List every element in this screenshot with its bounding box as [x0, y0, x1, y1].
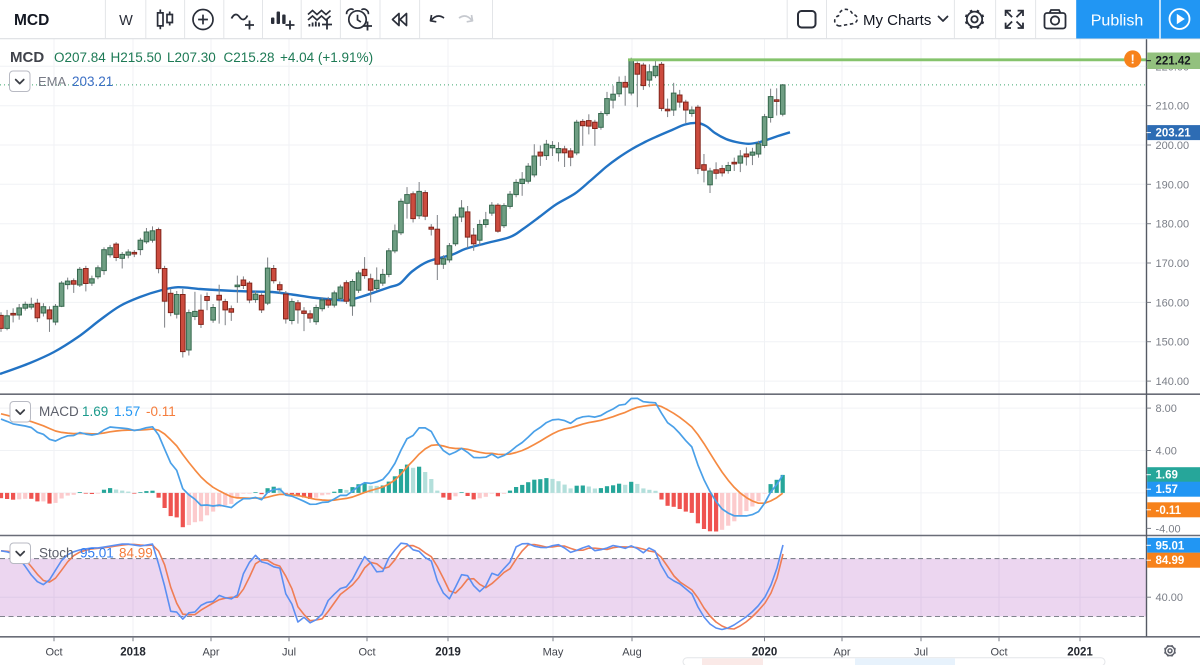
- svg-text:2019: 2019: [435, 647, 461, 659]
- svg-text:203.21: 203.21: [72, 74, 113, 89]
- svg-text:1.69: 1.69: [82, 404, 108, 419]
- svg-text:Jul: Jul: [914, 647, 928, 659]
- svg-text:MCD: MCD: [14, 12, 49, 29]
- svg-text:Oct: Oct: [358, 647, 375, 659]
- svg-text:Publish: Publish: [1091, 13, 1143, 30]
- svg-text:40.00: 40.00: [1156, 592, 1184, 604]
- svg-text:W: W: [119, 13, 133, 29]
- svg-text:My Charts: My Charts: [863, 12, 931, 29]
- svg-text:200.00: 200.00: [1156, 140, 1190, 152]
- svg-text:1.69: 1.69: [1156, 470, 1178, 482]
- svg-text:Stoch: Stoch: [39, 546, 74, 561]
- svg-text:1.57: 1.57: [114, 404, 140, 419]
- svg-text:-0.11: -0.11: [146, 404, 176, 419]
- svg-text:Oct: Oct: [990, 647, 1007, 659]
- svg-text:-4.00: -4.00: [1156, 523, 1181, 535]
- svg-text:84.99: 84.99: [1156, 555, 1185, 567]
- svg-text:MCD: MCD: [10, 49, 44, 66]
- svg-text:EMA: EMA: [38, 74, 67, 89]
- svg-text:170.00: 170.00: [1156, 258, 1190, 270]
- svg-text:O207.84: O207.84: [54, 50, 106, 65]
- svg-text:8.00: 8.00: [1156, 403, 1177, 415]
- svg-text:150.00: 150.00: [1156, 337, 1190, 349]
- svg-text:2021: 2021: [1067, 647, 1093, 659]
- svg-text:203.21: 203.21: [1156, 128, 1192, 140]
- svg-text:95.01: 95.01: [1156, 540, 1185, 552]
- svg-text:140.00: 140.00: [1156, 376, 1190, 388]
- svg-text:2018: 2018: [120, 647, 146, 659]
- svg-text:180.00: 180.00: [1156, 219, 1190, 231]
- svg-text:MACD: MACD: [39, 404, 79, 419]
- svg-text:Oct: Oct: [45, 647, 62, 659]
- svg-text:4.00: 4.00: [1156, 446, 1177, 458]
- svg-text:221.42: 221.42: [1156, 56, 1191, 68]
- svg-text:+4.04 (+1.91%): +4.04 (+1.91%): [280, 50, 373, 65]
- svg-text:2020: 2020: [752, 647, 778, 659]
- svg-text:160.00: 160.00: [1156, 297, 1190, 309]
- svg-text:C215.28: C215.28: [224, 50, 275, 65]
- svg-text:-0.11: -0.11: [1156, 505, 1182, 517]
- svg-text:1.57: 1.57: [1156, 484, 1178, 496]
- svg-text:210.00: 210.00: [1156, 101, 1190, 113]
- svg-text:Apr: Apr: [833, 647, 850, 659]
- svg-text:Apr: Apr: [202, 647, 219, 659]
- svg-text:Jul: Jul: [282, 647, 296, 659]
- svg-text:L207.30: L207.30: [167, 50, 216, 65]
- svg-text:!: !: [1131, 52, 1135, 67]
- svg-text:84.99: 84.99: [119, 546, 153, 561]
- svg-text:Aug: Aug: [622, 647, 642, 659]
- svg-text:H215.50: H215.50: [111, 50, 162, 65]
- svg-text:May: May: [543, 647, 564, 659]
- svg-text:190.00: 190.00: [1156, 179, 1190, 191]
- svg-text:95.01: 95.01: [80, 546, 114, 561]
